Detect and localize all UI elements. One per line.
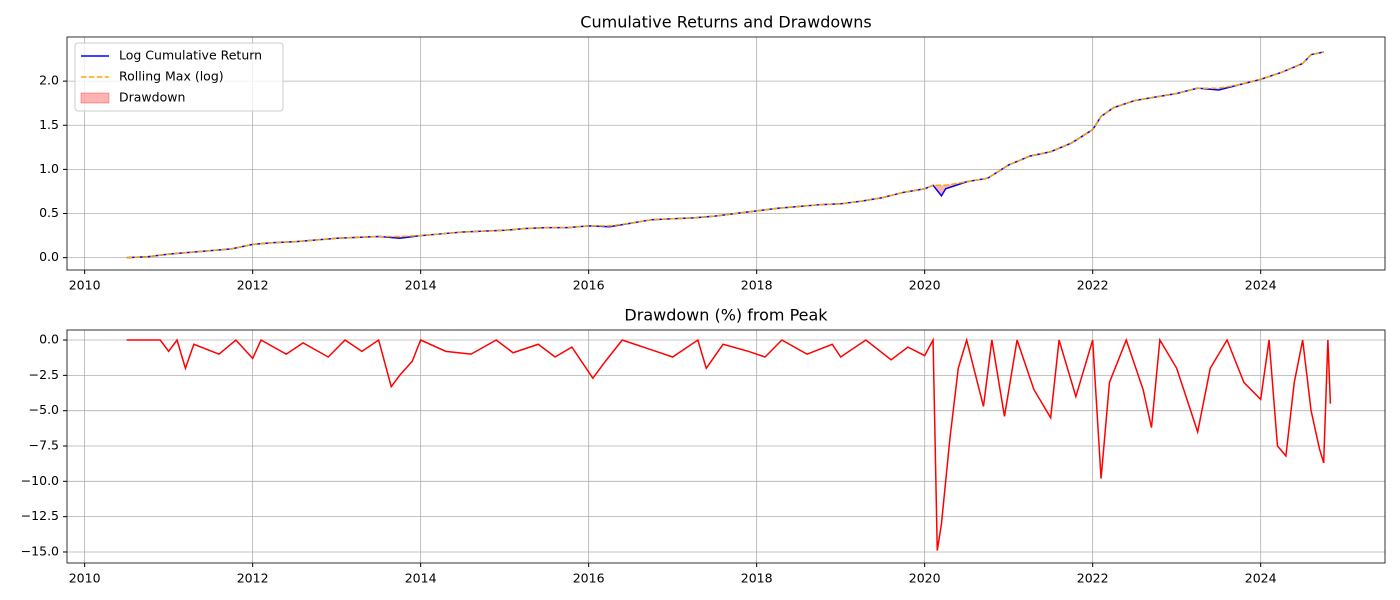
plot-area	[126, 51, 1324, 259]
legend-swatch	[80, 92, 110, 104]
series-line	[126, 51, 1324, 259]
x-tick-label: 2010	[69, 278, 101, 293]
y-tick-label: −15.0	[21, 543, 59, 558]
x-tick-label: 2010	[69, 571, 101, 586]
x-tick-label: 2014	[405, 278, 437, 293]
y-tick-label: −10.0	[21, 473, 59, 488]
x-tick-label: 2016	[573, 278, 605, 293]
y-tick-label: −2.5	[29, 367, 59, 382]
y-tick-label: 0.0	[39, 332, 59, 347]
legend-label: Drawdown	[119, 90, 185, 105]
series-line	[126, 337, 1332, 551]
y-tick-label: 2.0	[39, 73, 59, 88]
x-tick-label: 2022	[1077, 571, 1109, 586]
y-tick-label: 1.5	[39, 117, 59, 132]
y-tick-label: −5.0	[29, 402, 59, 417]
x-tick-label: 2020	[909, 278, 941, 293]
y-tick-label: 1.0	[39, 161, 59, 176]
x-tick-label: 2012	[237, 278, 269, 293]
drawdown-area	[126, 52, 1324, 258]
x-tick-label: 2020	[909, 571, 941, 586]
series-line	[126, 51, 1324, 259]
x-tick-label: 2018	[741, 278, 773, 293]
axes-frame	[66, 329, 1386, 564]
x-tick-label: 2012	[237, 571, 269, 586]
x-tick-label: 2024	[1245, 278, 1277, 293]
y-tick-label: −7.5	[29, 438, 59, 453]
x-tick-label: 2016	[573, 571, 605, 586]
x-tick-label: 2024	[1245, 571, 1277, 586]
y-tick-label: −12.5	[21, 508, 59, 523]
x-tick-label: 2014	[405, 571, 437, 586]
axes-frame	[66, 36, 1386, 271]
chart-title: Drawdown (%) from Peak	[624, 306, 828, 325]
legend-label: Log Cumulative Return	[119, 48, 262, 63]
y-tick-label: 0.0	[39, 249, 59, 264]
plot-area	[126, 337, 1332, 551]
chart-title: Cumulative Returns and Drawdowns	[580, 13, 871, 32]
legend-label: Rolling Max (log)	[119, 69, 224, 84]
x-tick-label: 2022	[1077, 278, 1109, 293]
y-tick-label: 0.5	[39, 205, 59, 220]
legend-box	[74, 42, 284, 112]
x-tick-label: 2018	[741, 571, 773, 586]
